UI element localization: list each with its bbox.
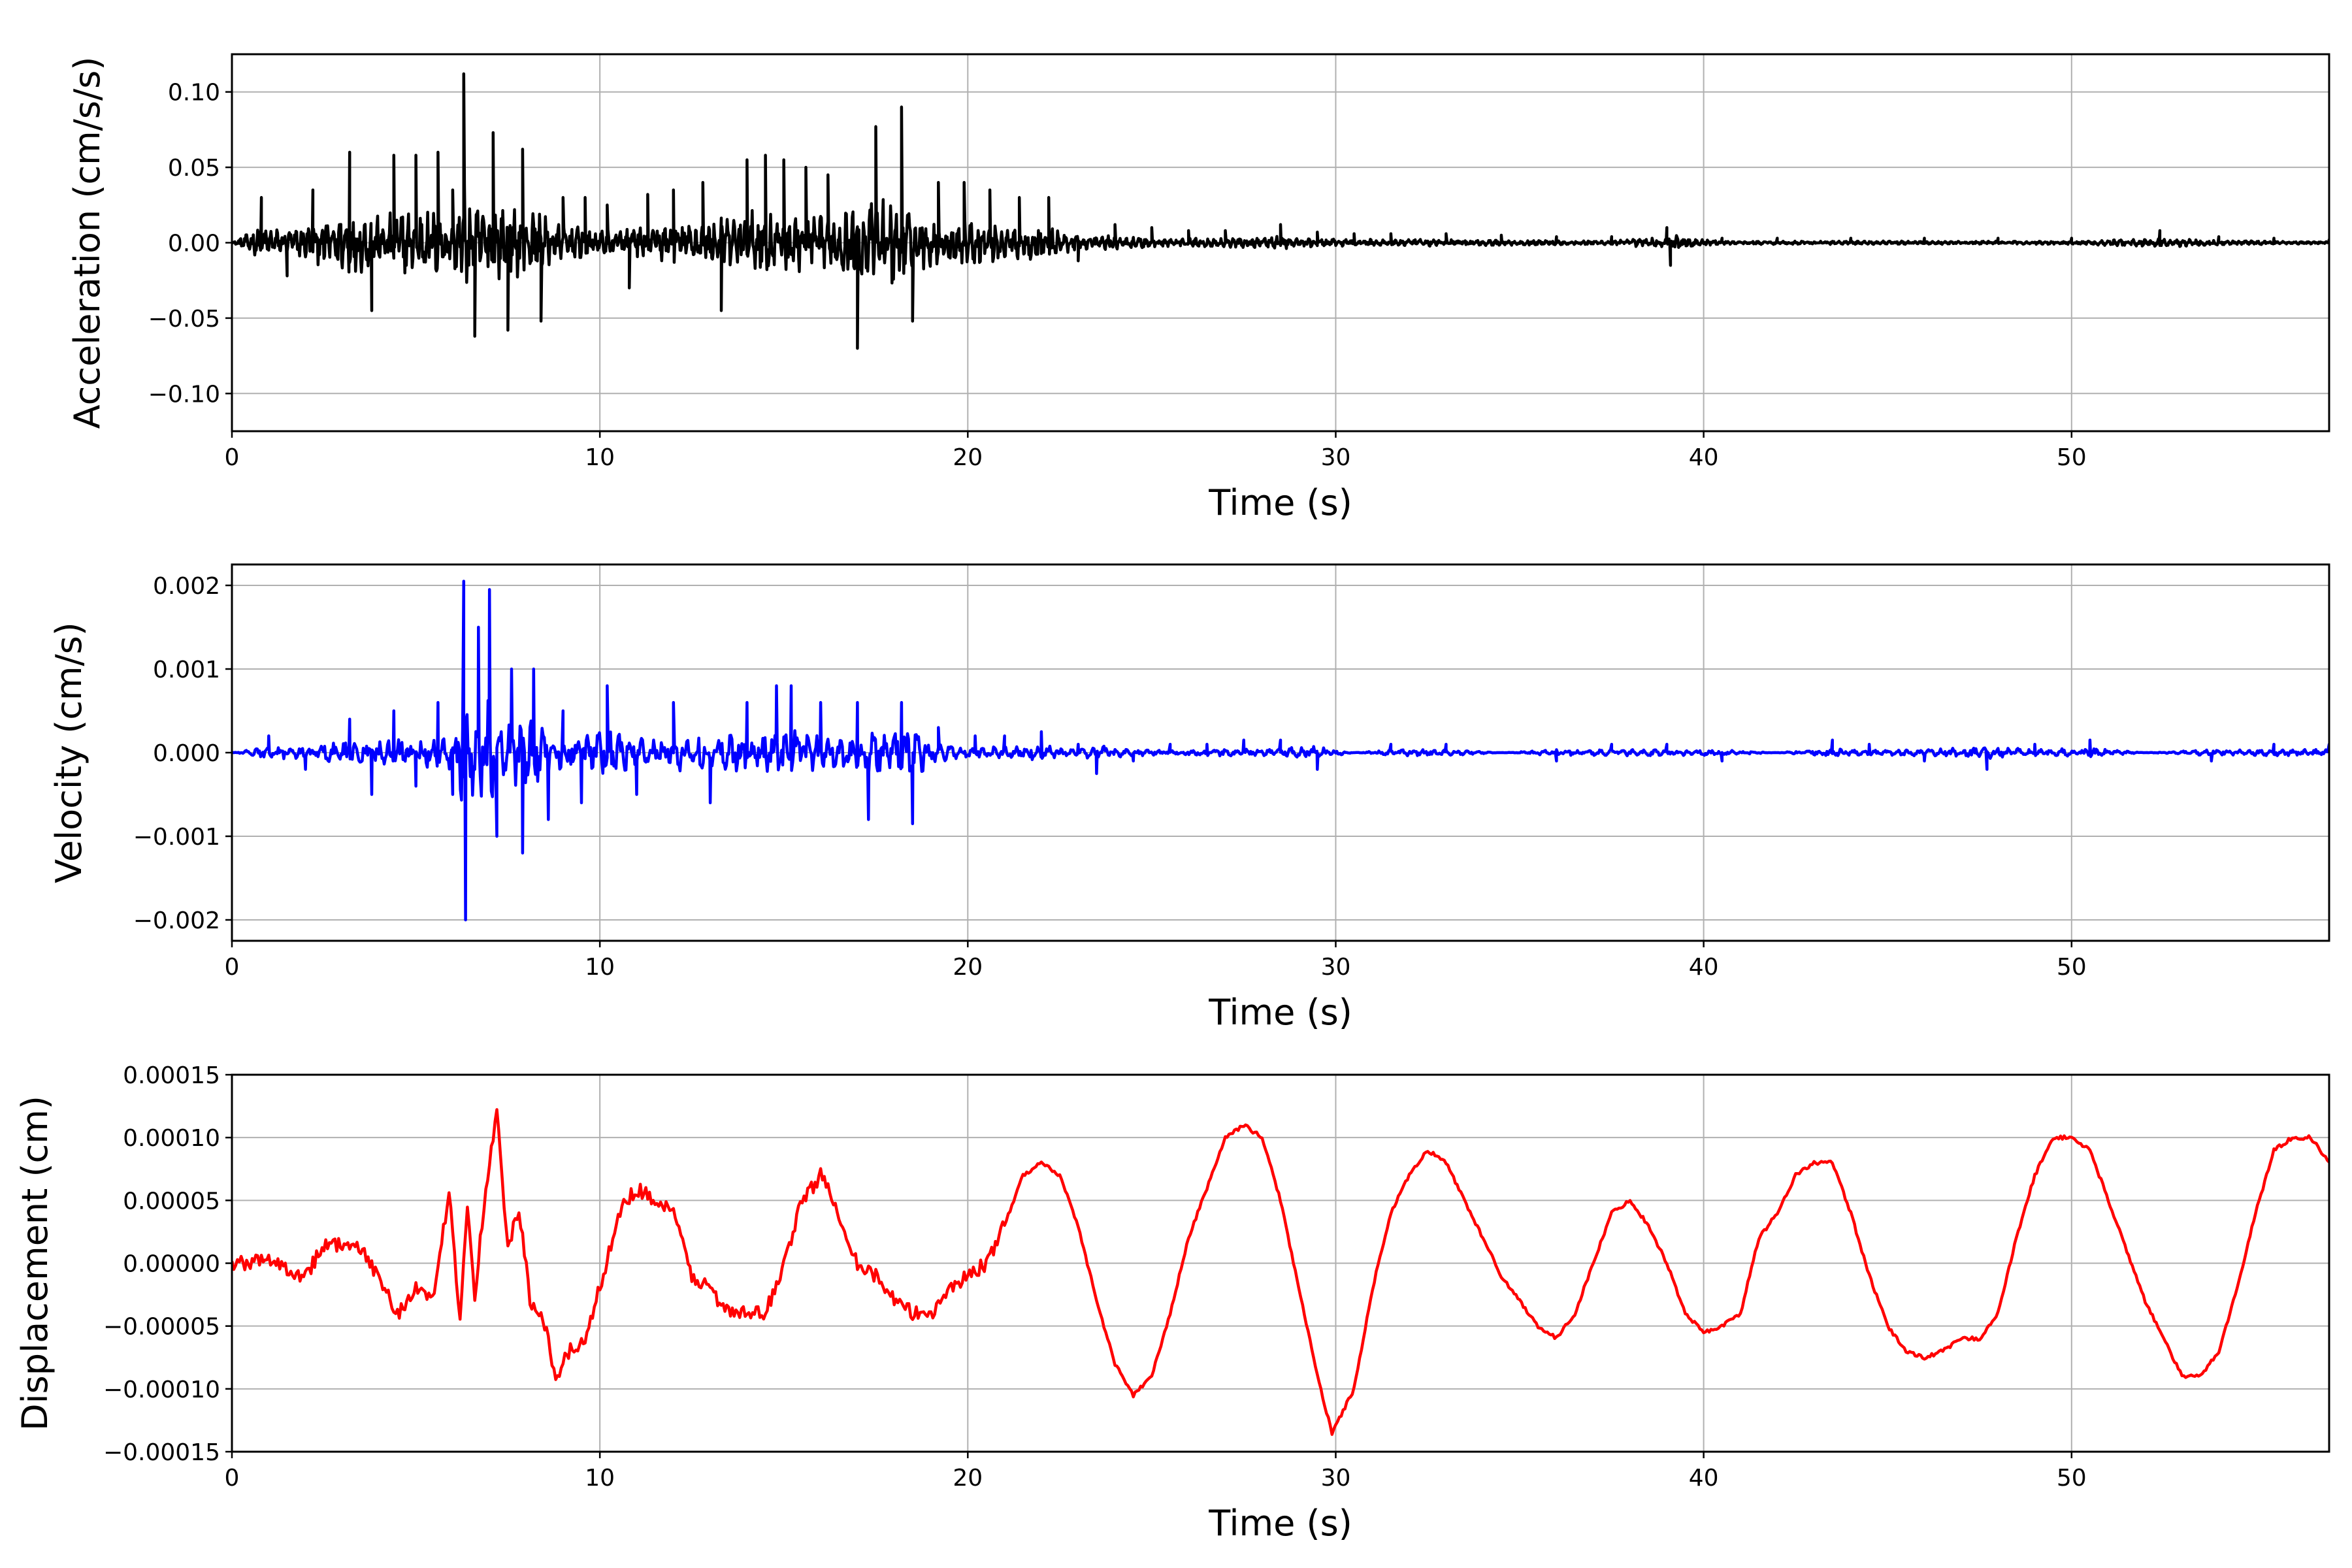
acceleration-y-axis-label: Acceleration (cm/s/s) (67, 57, 108, 429)
displacement-y-tick-label: −0.00010 (103, 1377, 220, 1403)
velocity-x-tick-label: 30 (1321, 954, 1351, 981)
velocity-y-tick-label: −0.002 (133, 907, 220, 934)
acceleration-y-tick-label: 0.05 (168, 155, 220, 182)
displacement-y-tick-label: −0.00005 (103, 1314, 220, 1341)
acceleration-y-tick-label: −0.05 (148, 306, 220, 333)
acceleration-panel: 0 10 20 30 40 50 −0.10 −0.05 0.00 0.05 0.10 Time (… (67, 53, 2330, 523)
displacement-x-tick-label: 40 (1689, 1465, 1719, 1492)
velocity-x-tick-label: 50 (2057, 954, 2087, 981)
velocity-x-tick-label: 10 (585, 954, 615, 981)
velocity-x-axis-label: Time (s) (1208, 992, 1352, 1033)
acceleration-series-line (232, 72, 2329, 350)
velocity-y-tick-label: −0.001 (133, 824, 220, 851)
displacement-y-axis-label: Displacement (cm) (14, 1096, 56, 1431)
velocity-x-tick-label: 40 (1689, 954, 1719, 981)
displacement-series-line (232, 1108, 2329, 1436)
velocity-x-tick-label: 0 (225, 954, 240, 981)
displacement-y-tick-label: 0.00000 (123, 1251, 220, 1278)
displacement-y-tick-label: 0.00010 (123, 1125, 220, 1152)
acceleration-x-tick-label: 50 (2057, 444, 2087, 471)
displacement-x-axis-label: Time (s) (1208, 1503, 1352, 1544)
acceleration-x-tick-label: 40 (1689, 444, 1719, 471)
displacement-x-tick-label: 50 (2057, 1465, 2087, 1492)
acceleration-x-axis-label: Time (s) (1208, 482, 1352, 523)
velocity-y-axis-label: Velocity (cm/s) (48, 622, 90, 883)
acceleration-y-tick-label: 0.00 (168, 231, 220, 257)
acceleration-x-tick-label: 10 (585, 444, 615, 471)
velocity-y-tick-label: 0.000 (153, 740, 220, 767)
velocity-series-line (232, 580, 2329, 922)
velocity-y-tick-label: 0.001 (153, 657, 220, 683)
displacement-y-tick-label: 0.00005 (123, 1188, 220, 1215)
displacement-x-tick-label: 10 (585, 1465, 615, 1492)
displacement-x-tick-label: 30 (1321, 1465, 1351, 1492)
acceleration-x-tick-label: 30 (1321, 444, 1351, 471)
acceleration-y-tick-label: 0.10 (168, 80, 220, 106)
velocity-y-tick-label: 0.002 (153, 573, 220, 600)
displacement-y-tick-label: 0.00015 (123, 1062, 220, 1089)
displacement-x-tick-label: 20 (953, 1465, 983, 1492)
displacement-panel: 0 10 20 30 40 50 −0.00015 −0.00010 −0.00005 0.000… (14, 1062, 2330, 1544)
acceleration-x-tick-label: 0 (225, 444, 240, 471)
velocity-panel: 0 10 20 30 40 50 −0.002 −0.001 0.000 0.001 0.002 T… (48, 563, 2330, 1033)
acceleration-x-tick-label: 20 (953, 444, 983, 471)
displacement-y-tick-label: −0.00015 (103, 1439, 220, 1466)
acceleration-y-tick-label: −0.10 (148, 381, 220, 408)
velocity-x-tick-label: 20 (953, 954, 983, 981)
displacement-x-tick-label: 0 (225, 1465, 240, 1492)
